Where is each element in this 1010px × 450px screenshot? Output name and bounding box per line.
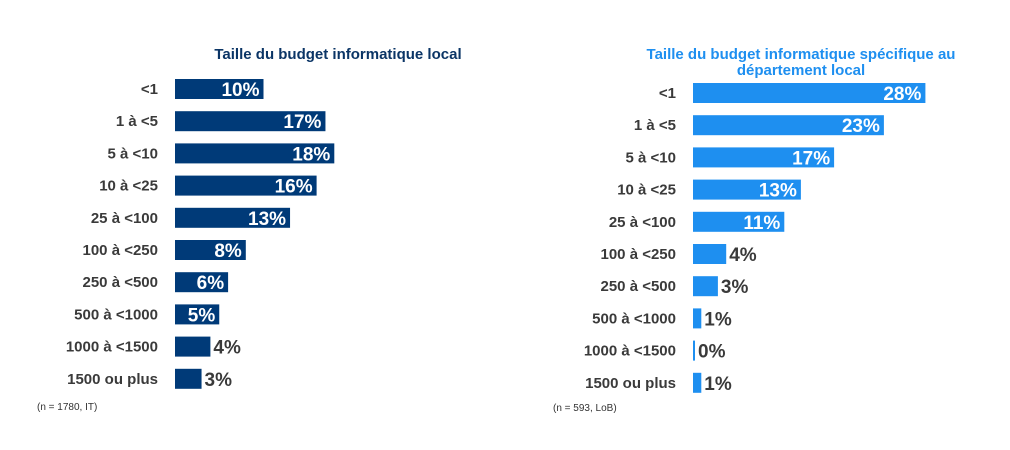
bar bbox=[175, 207, 291, 228]
category-label: 1500 ou plus bbox=[585, 375, 676, 392]
category-label: 10 à <25 bbox=[617, 182, 676, 199]
data-label: 1% bbox=[704, 309, 732, 330]
category-label: 250 à <500 bbox=[83, 274, 159, 291]
chart-title: Taille du budget informatique local bbox=[214, 46, 461, 63]
sample-note: (n = 593, LoB) bbox=[553, 403, 617, 414]
data-label: 0% bbox=[698, 342, 726, 363]
chart-title-line: Taille du budget informatique local bbox=[214, 46, 461, 63]
category-label: 5 à <10 bbox=[626, 149, 676, 166]
category-label: 5 à <10 bbox=[108, 145, 158, 162]
category-label: 500 à <1000 bbox=[74, 306, 158, 323]
category-label: 1000 à <1500 bbox=[66, 339, 158, 356]
data-label: 4% bbox=[213, 338, 241, 359]
data-label: 3% bbox=[205, 370, 233, 391]
data-label: 6% bbox=[197, 273, 225, 294]
bar bbox=[693, 308, 702, 329]
category-label: 100 à <250 bbox=[601, 246, 677, 263]
data-label: 16% bbox=[275, 177, 313, 198]
data-label: 1% bbox=[704, 374, 732, 395]
data-label: 17% bbox=[283, 112, 321, 133]
category-label: 250 à <500 bbox=[601, 278, 677, 295]
data-label: 11% bbox=[743, 213, 780, 234]
chart-local-it-budget: Taille du budget informatique local <1 10%… bbox=[37, 46, 462, 413]
bar bbox=[175, 336, 211, 357]
bar bbox=[693, 179, 801, 200]
bar bbox=[693, 83, 926, 103]
data-label: 4% bbox=[729, 245, 757, 266]
data-label: 5% bbox=[188, 305, 216, 326]
bar bbox=[693, 372, 702, 393]
category-label: <1 bbox=[141, 81, 158, 98]
bar bbox=[175, 368, 202, 389]
category-label: 10 à <25 bbox=[99, 178, 158, 195]
category-label: 25 à <100 bbox=[91, 210, 158, 227]
bar bbox=[693, 115, 884, 136]
chart-title-line: Taille du budget informatique spécifique… bbox=[647, 46, 956, 63]
bar bbox=[693, 340, 695, 361]
bar bbox=[175, 272, 229, 293]
category-label: 100 à <250 bbox=[83, 242, 159, 259]
bar bbox=[175, 79, 264, 99]
category-label: 1500 ou plus bbox=[67, 371, 158, 388]
data-label: 23% bbox=[842, 116, 880, 137]
data-label: 8% bbox=[214, 241, 242, 262]
category-label: <1 bbox=[659, 85, 676, 102]
bar bbox=[175, 240, 246, 260]
data-label: 13% bbox=[248, 209, 286, 230]
category-label: 1 à <5 bbox=[116, 113, 158, 130]
bar bbox=[175, 304, 220, 325]
data-label: 13% bbox=[759, 181, 797, 202]
data-label: 18% bbox=[292, 144, 330, 165]
category-label: 500 à <1000 bbox=[592, 310, 676, 327]
bar bbox=[175, 175, 317, 196]
chart-title-line: département local bbox=[737, 62, 865, 79]
category-label: 25 à <100 bbox=[609, 214, 676, 231]
bar bbox=[175, 111, 326, 132]
data-label: 10% bbox=[221, 80, 259, 101]
bar bbox=[693, 244, 727, 264]
bar bbox=[693, 211, 785, 232]
category-label: 1 à <5 bbox=[634, 117, 676, 134]
data-label: 17% bbox=[792, 148, 830, 169]
bar bbox=[693, 276, 718, 297]
category-label: 1000 à <1500 bbox=[584, 343, 676, 360]
sample-note: (n = 1780, IT) bbox=[37, 402, 97, 413]
data-label: 3% bbox=[721, 277, 749, 298]
chart-department-it-budget: Taille du budget informatique spécifique… bbox=[553, 46, 955, 414]
chart-title: Taille du budget informatique spécifique… bbox=[647, 46, 956, 79]
data-label: 28% bbox=[883, 84, 921, 105]
bar bbox=[175, 143, 335, 164]
bar bbox=[693, 147, 835, 168]
